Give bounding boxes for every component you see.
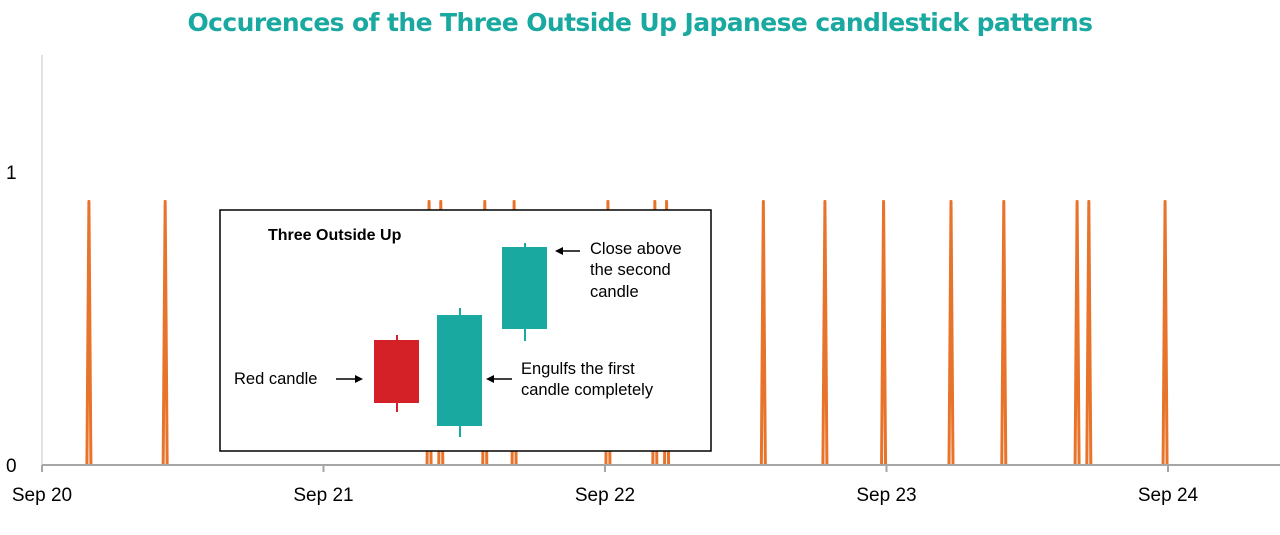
x-axis-ticks: Sep 20 Sep 21 Sep 22 Sep 23 Sep 24	[12, 465, 1199, 506]
engulfing-candle-body	[437, 315, 482, 426]
x-tick-label: Sep 22	[575, 485, 635, 506]
occurrence-spike	[880, 199, 888, 466]
x-tick-label: Sep 24	[1138, 485, 1199, 506]
occurrence-spike	[85, 199, 93, 466]
engulf-label-line-2: candle completely	[521, 381, 654, 399]
x-tick-label: Sep 20	[12, 485, 72, 506]
pattern-inset: Three Outside Up Red candle Engulfs the …	[219, 209, 712, 452]
occurrence-spike	[821, 199, 829, 466]
occurrence-spike	[759, 199, 767, 466]
engulf-label-line-1: Engulfs the first	[521, 360, 635, 378]
red-candle-arrow-icon	[336, 375, 363, 383]
occurrence-spike	[1085, 199, 1093, 466]
occurrence-spike	[1161, 199, 1169, 466]
inset-title: Three Outside Up	[268, 227, 402, 244]
y-tick-label-1: 1	[6, 163, 17, 184]
chart-title: Occurences of the Three Outside Up Japan…	[187, 8, 1094, 37]
x-tick-label: Sep 23	[856, 485, 916, 506]
occurrence-spike	[1073, 199, 1081, 466]
close-label-line-2: the second	[590, 261, 671, 279]
confirmation-candle-body	[502, 247, 547, 329]
close-arrow-icon	[555, 247, 580, 255]
y-tick-label-0: 0	[6, 456, 17, 477]
close-label-line-3: candle	[590, 283, 639, 301]
x-tick-label: Sep 21	[293, 485, 353, 506]
occurrence-spike	[947, 199, 955, 466]
red-candle-body	[374, 340, 419, 403]
occurrence-spike	[161, 199, 169, 466]
close-label-line-1: Close above	[590, 240, 682, 258]
engulf-arrow-icon	[486, 375, 512, 383]
occurrence-spike	[1000, 199, 1008, 466]
red-candle-label: Red candle	[234, 370, 317, 388]
